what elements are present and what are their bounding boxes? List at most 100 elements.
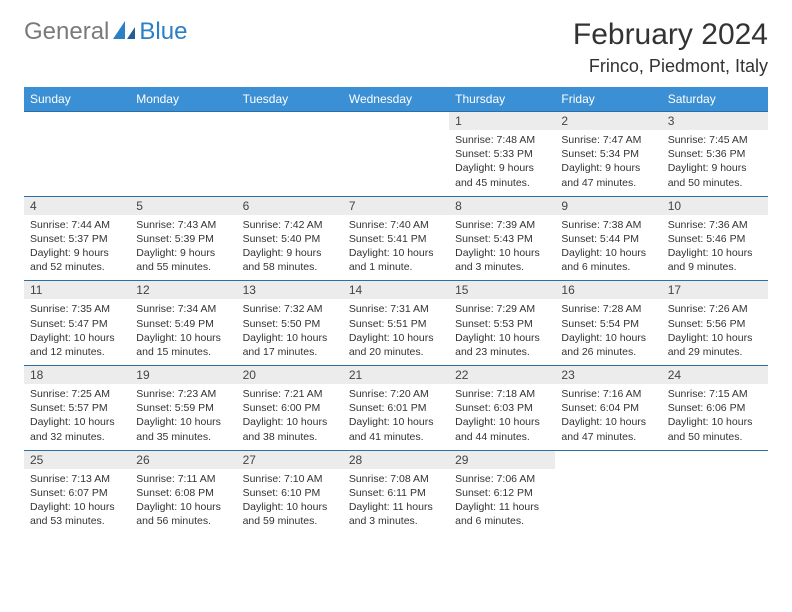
day-header: Wednesday — [343, 87, 449, 112]
sunrise-text: Sunrise: 7:26 AM — [668, 302, 762, 316]
sunrise-text: Sunrise: 7:44 AM — [30, 218, 124, 232]
sunset-text: Sunset: 6:10 PM — [243, 486, 337, 500]
sunrise-text: Sunrise: 7:11 AM — [136, 472, 230, 486]
day-number-cell: 9 — [555, 196, 661, 215]
sunset-text: Sunset: 5:43 PM — [455, 232, 549, 246]
daylight-text: Daylight: 10 hours and 15 minutes. — [136, 331, 230, 359]
header: General Blue February 2024 Frinco, Piedm… — [24, 18, 768, 77]
day-number-cell: 3 — [662, 112, 768, 131]
sunrise-text: Sunrise: 7:38 AM — [561, 218, 655, 232]
day-number-row: 11121314151617 — [24, 281, 768, 300]
day-number-cell: 12 — [130, 281, 236, 300]
day-content-cell: Sunrise: 7:10 AMSunset: 6:10 PMDaylight:… — [237, 469, 343, 535]
day-content-cell — [662, 469, 768, 535]
day-number-cell: 20 — [237, 366, 343, 385]
daylight-text: Daylight: 9 hours and 47 minutes. — [561, 161, 655, 189]
day-content-cell: Sunrise: 7:29 AMSunset: 5:53 PMDaylight:… — [449, 299, 555, 365]
daylight-text: Daylight: 9 hours and 52 minutes. — [30, 246, 124, 274]
daylight-text: Daylight: 10 hours and 6 minutes. — [561, 246, 655, 274]
daylight-text: Daylight: 9 hours and 50 minutes. — [668, 161, 762, 189]
daylight-text: Daylight: 10 hours and 9 minutes. — [668, 246, 762, 274]
sunrise-text: Sunrise: 7:48 AM — [455, 133, 549, 147]
day-number-cell: 4 — [24, 196, 130, 215]
day-content-cell: Sunrise: 7:15 AMSunset: 6:06 PMDaylight:… — [662, 384, 768, 450]
day-header: Thursday — [449, 87, 555, 112]
day-content-cell: Sunrise: 7:11 AMSunset: 6:08 PMDaylight:… — [130, 469, 236, 535]
day-header: Saturday — [662, 87, 768, 112]
sunset-text: Sunset: 6:03 PM — [455, 401, 549, 415]
day-content-cell: Sunrise: 7:28 AMSunset: 5:54 PMDaylight:… — [555, 299, 661, 365]
sunrise-text: Sunrise: 7:47 AM — [561, 133, 655, 147]
sunrise-text: Sunrise: 7:28 AM — [561, 302, 655, 316]
daylight-text: Daylight: 10 hours and 20 minutes. — [349, 331, 443, 359]
day-content-cell: Sunrise: 7:43 AMSunset: 5:39 PMDaylight:… — [130, 215, 236, 281]
location: Frinco, Piedmont, Italy — [573, 56, 768, 77]
day-header-row: Sunday Monday Tuesday Wednesday Thursday… — [24, 87, 768, 112]
sunset-text: Sunset: 6:07 PM — [30, 486, 124, 500]
day-number-cell: 18 — [24, 366, 130, 385]
day-number-cell: 26 — [130, 450, 236, 469]
day-content-cell: Sunrise: 7:23 AMSunset: 5:59 PMDaylight:… — [130, 384, 236, 450]
daylight-text: Daylight: 10 hours and 12 minutes. — [30, 331, 124, 359]
day-number-cell: 17 — [662, 281, 768, 300]
sunset-text: Sunset: 5:46 PM — [668, 232, 762, 246]
day-content-cell — [130, 130, 236, 196]
day-content-cell: Sunrise: 7:47 AMSunset: 5:34 PMDaylight:… — [555, 130, 661, 196]
sunset-text: Sunset: 5:44 PM — [561, 232, 655, 246]
day-content-row: Sunrise: 7:44 AMSunset: 5:37 PMDaylight:… — [24, 215, 768, 281]
day-content-cell: Sunrise: 7:38 AMSunset: 5:44 PMDaylight:… — [555, 215, 661, 281]
daylight-text: Daylight: 9 hours and 58 minutes. — [243, 246, 337, 274]
sunset-text: Sunset: 5:53 PM — [455, 317, 549, 331]
day-number-cell: 23 — [555, 366, 661, 385]
day-content-cell: Sunrise: 7:40 AMSunset: 5:41 PMDaylight:… — [343, 215, 449, 281]
sunset-text: Sunset: 6:12 PM — [455, 486, 549, 500]
calendar-table: Sunday Monday Tuesday Wednesday Thursday… — [24, 87, 768, 534]
title-block: February 2024 Frinco, Piedmont, Italy — [573, 18, 768, 77]
day-number-cell: 15 — [449, 281, 555, 300]
day-number-cell: 24 — [662, 366, 768, 385]
daylight-text: Daylight: 10 hours and 35 minutes. — [136, 415, 230, 443]
sunset-text: Sunset: 6:06 PM — [668, 401, 762, 415]
logo-text-blue: Blue — [139, 18, 187, 46]
daylight-text: Daylight: 10 hours and 26 minutes. — [561, 331, 655, 359]
day-content-cell: Sunrise: 7:44 AMSunset: 5:37 PMDaylight:… — [24, 215, 130, 281]
day-number-cell — [130, 112, 236, 131]
sunset-text: Sunset: 5:49 PM — [136, 317, 230, 331]
sunset-text: Sunset: 6:04 PM — [561, 401, 655, 415]
day-number-cell — [343, 112, 449, 131]
sunset-text: Sunset: 5:41 PM — [349, 232, 443, 246]
sunrise-text: Sunrise: 7:29 AM — [455, 302, 549, 316]
day-number-cell — [24, 112, 130, 131]
sunset-text: Sunset: 5:50 PM — [243, 317, 337, 331]
day-number-cell: 21 — [343, 366, 449, 385]
daylight-text: Daylight: 11 hours and 6 minutes. — [455, 500, 549, 528]
sunset-text: Sunset: 5:59 PM — [136, 401, 230, 415]
sunset-text: Sunset: 5:33 PM — [455, 147, 549, 161]
day-content-cell: Sunrise: 7:48 AMSunset: 5:33 PMDaylight:… — [449, 130, 555, 196]
day-number-cell: 19 — [130, 366, 236, 385]
sunrise-text: Sunrise: 7:25 AM — [30, 387, 124, 401]
sunrise-text: Sunrise: 7:34 AM — [136, 302, 230, 316]
day-number-cell: 11 — [24, 281, 130, 300]
day-content-cell: Sunrise: 7:34 AMSunset: 5:49 PMDaylight:… — [130, 299, 236, 365]
sunset-text: Sunset: 5:47 PM — [30, 317, 124, 331]
sunrise-text: Sunrise: 7:10 AM — [243, 472, 337, 486]
daylight-text: Daylight: 10 hours and 29 minutes. — [668, 331, 762, 359]
day-content-row: Sunrise: 7:25 AMSunset: 5:57 PM Daylight:… — [24, 384, 768, 450]
day-content-cell: Sunrise: 7:08 AMSunset: 6:11 PMDaylight:… — [343, 469, 449, 535]
daylight-text: Daylight: 10 hours and 59 minutes. — [243, 500, 337, 528]
sunset-text: Sunset: 5:57 PM — [30, 401, 124, 415]
sunrise-text: Sunrise: 7:36 AM — [668, 218, 762, 232]
day-number-cell: 14 — [343, 281, 449, 300]
daylight-text: Daylight: 10 hours and 17 minutes. — [243, 331, 337, 359]
day-content-cell: Sunrise: 7:32 AMSunset: 5:50 PMDaylight:… — [237, 299, 343, 365]
sunrise-text: Sunrise: 7:40 AM — [349, 218, 443, 232]
day-content-cell: Sunrise: 7:25 AMSunset: 5:57 PMDaylight:… — [24, 384, 130, 450]
daylight-text: Daylight: 10 hours and 50 minutes. — [668, 415, 762, 443]
daylight-text: Daylight: 10 hours and 3 minutes. — [455, 246, 549, 274]
daylight-text: Daylight: 10 hours and 44 minutes. — [455, 415, 549, 443]
daylight-text: Daylight: 10 hours and 47 minutes. — [561, 415, 655, 443]
day-content-cell — [237, 130, 343, 196]
day-number-cell: 27 — [237, 450, 343, 469]
day-content-cell: Sunrise: 7:36 AMSunset: 5:46 PMDaylight:… — [662, 215, 768, 281]
